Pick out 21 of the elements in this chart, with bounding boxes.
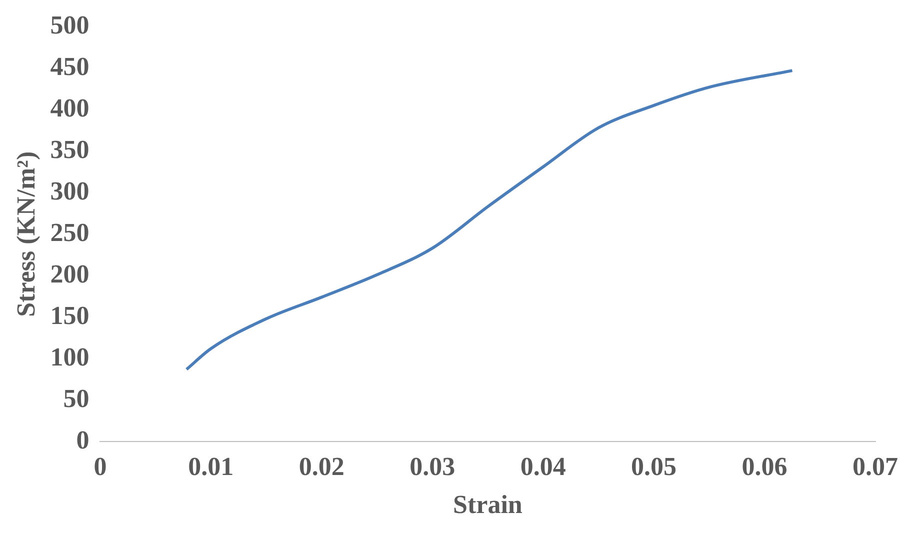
x-tick-label: 0.07 (852, 452, 898, 481)
x-tick-label: 0.04 (520, 452, 566, 481)
y-tick-label: 500 (50, 10, 90, 40)
y-tick-label: 200 (50, 259, 90, 288)
y-tick-label: 350 (50, 134, 90, 164)
y-tick-label: 150 (50, 300, 90, 330)
x-tick-label: 0.06 (742, 452, 788, 481)
x-tick-label: 0.02 (298, 452, 344, 481)
y-tick-label: 400 (50, 93, 90, 122)
y-tick-label: 100 (50, 342, 90, 372)
y-tick-label: 250 (50, 218, 90, 247)
y-tick-label: 300 (50, 176, 90, 206)
y-tick-label: 450 (50, 52, 90, 81)
x-tick-label: 0.01 (188, 452, 234, 481)
y-tick-label: 50 (63, 384, 90, 413)
y-axis-title: Stress (KN/m²) (11, 151, 40, 317)
x-tick-label: 0.03 (410, 452, 456, 481)
x-axis-title: Strain (453, 490, 523, 520)
line-series (185, 69, 794, 371)
y-tick-label: 0 (76, 425, 90, 454)
x-tick-label: 0.05 (631, 452, 677, 481)
